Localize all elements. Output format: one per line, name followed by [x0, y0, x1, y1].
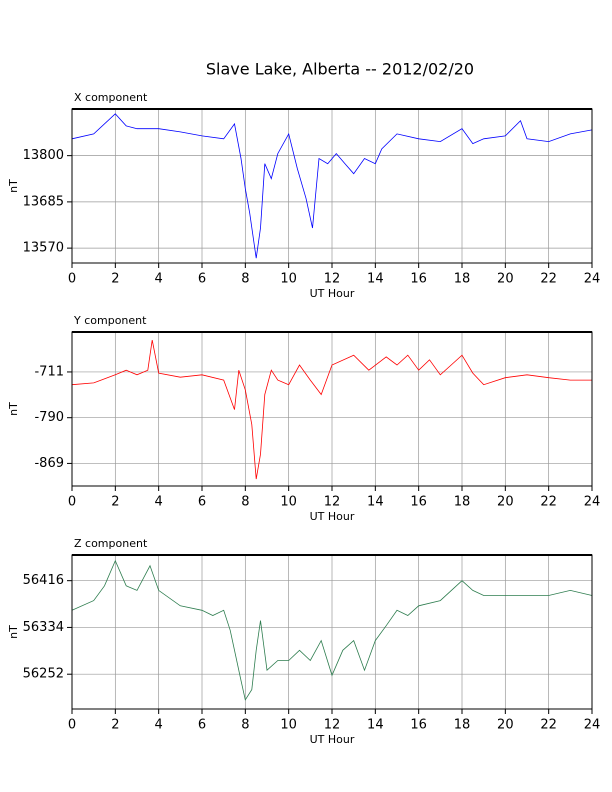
- x-tick-label: 14: [367, 718, 384, 733]
- y-tick-label: 13570: [23, 241, 64, 256]
- x-tick-label: 6: [198, 272, 206, 287]
- x-tick-label: 0: [68, 272, 76, 287]
- x-tick-label: 14: [367, 495, 384, 510]
- y-tick-label: 13800: [23, 148, 64, 163]
- x-tick-label: 22: [540, 495, 557, 510]
- y-tick-label: -869: [34, 456, 64, 471]
- y-tick-label: 13685: [23, 194, 64, 209]
- x-tick-label: 16: [410, 718, 427, 733]
- x-tick-label: 24: [584, 272, 601, 287]
- x-tick-label: 16: [410, 272, 427, 287]
- x-tick-label: 8: [241, 495, 249, 510]
- y-axis-label: nT: [7, 402, 20, 416]
- x-tick-label: 24: [584, 495, 601, 510]
- x-tick-label: 0: [68, 495, 76, 510]
- x-tick-label: 12: [324, 272, 341, 287]
- x-tick-label: 20: [497, 718, 514, 733]
- panel-title: Z component: [74, 537, 148, 550]
- y-tick-label: -711: [34, 364, 64, 379]
- x-tick-label: 0: [68, 718, 76, 733]
- x-tick-label: 22: [540, 718, 557, 733]
- x-tick-label: 18: [454, 718, 471, 733]
- x-tick-label: 10: [280, 272, 297, 287]
- data-line: [71, 340, 592, 480]
- x-tick-label: 20: [497, 272, 514, 287]
- x-tick-label: 14: [367, 272, 384, 287]
- x-tick-label: 18: [454, 272, 471, 287]
- panel-title: Y component: [73, 314, 147, 327]
- y-axis-label: nT: [7, 179, 20, 193]
- x-tick-label: 16: [410, 495, 427, 510]
- x-axis-label: UT Hour: [310, 510, 355, 523]
- x-tick-label: 8: [241, 272, 249, 287]
- x-tick-label: 2: [111, 495, 119, 510]
- y-tick-label: 56334: [23, 620, 64, 635]
- data-line: [71, 559, 593, 701]
- x-tick-label: 6: [198, 718, 206, 733]
- panel-title: X component: [74, 91, 148, 104]
- x-tick-label: 10: [280, 718, 297, 733]
- data-line: [71, 113, 593, 259]
- y-axis-label: nT: [7, 625, 20, 639]
- x-tick-label: 24: [584, 718, 601, 733]
- figure-title: Slave Lake, Alberta -- 2012/02/20: [206, 60, 474, 79]
- x-tick-label: 4: [155, 718, 163, 733]
- y-tick-label: 56252: [23, 667, 64, 682]
- x-tick-label: 2: [111, 718, 119, 733]
- y-tick-label: 56416: [23, 573, 64, 588]
- x-tick-label: 4: [155, 495, 163, 510]
- x-axis-label: UT Hour: [310, 733, 355, 746]
- x-tick-label: 12: [324, 495, 341, 510]
- x-axis-label: UT Hour: [310, 287, 355, 300]
- x-tick-label: 6: [198, 495, 206, 510]
- x-tick-label: 22: [540, 272, 557, 287]
- x-tick-label: 18: [454, 495, 471, 510]
- x-tick-label: 10: [280, 495, 297, 510]
- x-tick-label: 2: [111, 272, 119, 287]
- x-tick-label: 20: [497, 495, 514, 510]
- x-tick-label: 4: [155, 272, 163, 287]
- x-tick-label: 12: [324, 718, 341, 733]
- y-tick-label: -790: [34, 410, 64, 425]
- x-tick-label: 8: [241, 718, 249, 733]
